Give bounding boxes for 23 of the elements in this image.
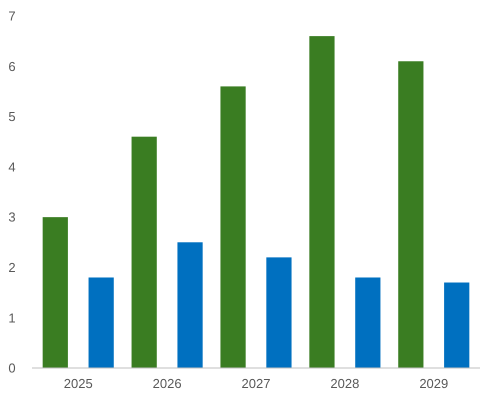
x-tick-label: 2026 [152,376,182,391]
bar [355,277,380,368]
y-tick-label: 1 [8,310,16,326]
y-tick-label: 2 [8,260,16,275]
y-tick-label: 6 [8,58,16,74]
bar [309,36,335,368]
bar [42,217,68,368]
bar [177,242,203,368]
y-tick-label: 4 [8,159,16,174]
bar [398,61,424,368]
bar [132,136,157,368]
bar [220,86,246,368]
x-tick-label: 2028 [330,376,360,391]
y-tick-label: 5 [8,109,16,124]
bar [88,277,114,368]
y-tick-label: 0 [8,360,16,376]
y-tick-label: 7 [8,8,16,24]
x-tick-label: 2027 [242,376,270,391]
bar [444,282,470,368]
y-tick-label: 3 [8,210,16,225]
bar [266,257,292,368]
x-tick-label: 2029 [419,376,448,391]
x-tick-label: 2025 [64,376,93,391]
